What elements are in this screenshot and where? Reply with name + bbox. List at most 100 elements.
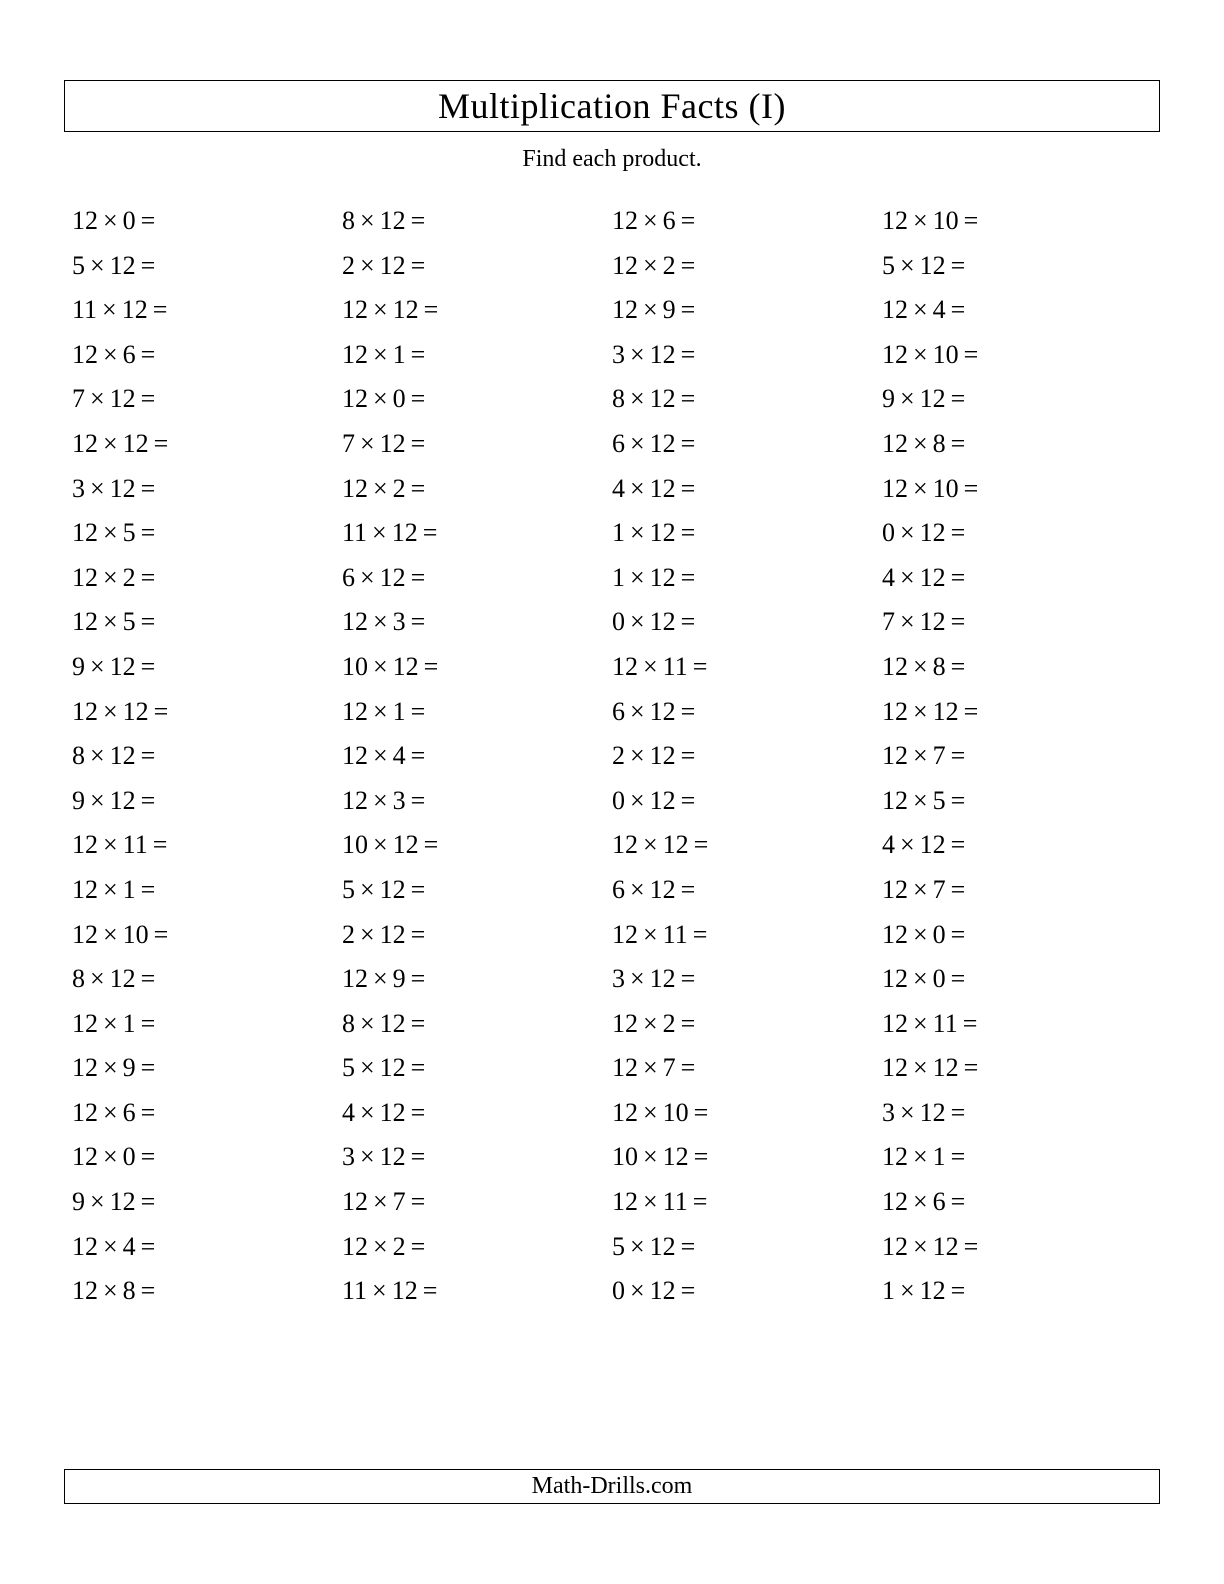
problem-item: 2×12= <box>612 734 882 779</box>
problem-item: 12×11= <box>72 823 342 868</box>
problem-item: 6×12= <box>342 556 612 601</box>
problem-item: 12×0= <box>72 199 342 244</box>
problem-item: 12×11= <box>612 645 882 690</box>
problem-item: 12×8= <box>882 645 1152 690</box>
problem-column-2: 8×12=2×12=12×12=12×1=12×0=7×12=12×2=11×1… <box>342 199 612 1314</box>
problem-item: 8×12= <box>72 734 342 779</box>
problem-item: 12×7= <box>342 1180 612 1225</box>
problem-item: 12×12= <box>882 690 1152 735</box>
problem-column-1: 12×0=5×12=11×12=12×6=7×12=12×12=3×12=12×… <box>72 199 342 1314</box>
problem-item: 12×5= <box>72 511 342 556</box>
problem-item: 12×11= <box>612 913 882 958</box>
problem-item: 12×11= <box>612 1180 882 1225</box>
problem-item: 7×12= <box>882 600 1152 645</box>
problem-item: 8×12= <box>342 199 612 244</box>
problem-item: 10×12= <box>342 823 612 868</box>
problem-item: 12×1= <box>342 690 612 735</box>
problem-item: 12×2= <box>342 467 612 512</box>
problem-item: 12×8= <box>882 422 1152 467</box>
problem-item: 12×12= <box>342 288 612 333</box>
problem-item: 4×12= <box>612 467 882 512</box>
problem-item: 11×12= <box>72 288 342 333</box>
problem-item: 5×12= <box>72 244 342 289</box>
problem-item: 12×7= <box>612 1046 882 1091</box>
problem-item: 3×12= <box>612 333 882 378</box>
problem-item: 0×12= <box>612 600 882 645</box>
problem-item: 12×10= <box>882 199 1152 244</box>
problem-item: 12×2= <box>612 1002 882 1047</box>
problem-item: 12×6= <box>882 1180 1152 1225</box>
problem-item: 2×12= <box>342 913 612 958</box>
problem-item: 9×12= <box>72 1180 342 1225</box>
problem-item: 7×12= <box>342 422 612 467</box>
problem-item: 10×12= <box>342 645 612 690</box>
problem-column-4: 12×10=5×12=12×4=12×10=9×12=12×8=12×10=0×… <box>882 199 1152 1314</box>
problem-item: 5×12= <box>342 1046 612 1091</box>
problem-item: 0×12= <box>612 779 882 824</box>
problem-item: 11×12= <box>342 1269 612 1314</box>
problem-item: 3×12= <box>882 1091 1152 1136</box>
problem-item: 12×2= <box>72 556 342 601</box>
problem-item: 12×10= <box>882 333 1152 378</box>
problem-item: 12×1= <box>342 333 612 378</box>
problem-item: 8×12= <box>612 377 882 422</box>
problem-item: 6×12= <box>612 422 882 467</box>
problem-item: 12×7= <box>882 868 1152 913</box>
problem-item: 8×12= <box>342 1002 612 1047</box>
problem-item: 4×12= <box>342 1091 612 1136</box>
instruction-text: Find each product. <box>60 146 1164 173</box>
problem-item: 12×0= <box>882 957 1152 1002</box>
problem-item: 3×12= <box>72 467 342 512</box>
problem-grid: 12×0=5×12=11×12=12×6=7×12=12×12=3×12=12×… <box>60 199 1164 1314</box>
page-title: Multiplication Facts (I) <box>65 85 1159 127</box>
problem-item: 12×11= <box>882 1002 1152 1047</box>
problem-item: 2×12= <box>342 244 612 289</box>
problem-item: 12×12= <box>72 690 342 735</box>
problem-item: 12×6= <box>72 333 342 378</box>
problem-item: 9×12= <box>72 645 342 690</box>
problem-item: 12×6= <box>72 1091 342 1136</box>
problem-item: 12×6= <box>612 199 882 244</box>
problem-item: 12×3= <box>342 600 612 645</box>
problem-item: 5×12= <box>342 868 612 913</box>
problem-item: 12×0= <box>882 913 1152 958</box>
problem-item: 12×7= <box>882 734 1152 779</box>
problem-item: 12×5= <box>882 779 1152 824</box>
problem-item: 7×12= <box>72 377 342 422</box>
problem-item: 12×12= <box>882 1046 1152 1091</box>
title-box: Multiplication Facts (I) <box>64 80 1160 132</box>
problem-item: 12×1= <box>72 1002 342 1047</box>
problem-item: 12×1= <box>882 1135 1152 1180</box>
problem-item: 12×1= <box>72 868 342 913</box>
footer-box: Math-Drills.com <box>64 1469 1160 1504</box>
problem-item: 12×8= <box>72 1269 342 1314</box>
problem-item: 0×12= <box>882 511 1152 556</box>
problem-item: 12×0= <box>72 1135 342 1180</box>
problem-item: 4×12= <box>882 823 1152 868</box>
problem-item: 1×12= <box>882 1269 1152 1314</box>
problem-item: 12×9= <box>612 288 882 333</box>
problem-item: 4×12= <box>882 556 1152 601</box>
problem-item: 6×12= <box>612 690 882 735</box>
problem-item: 3×12= <box>342 1135 612 1180</box>
problem-item: 9×12= <box>882 377 1152 422</box>
problem-item: 12×2= <box>342 1225 612 1270</box>
problem-item: 8×12= <box>72 957 342 1002</box>
problem-item: 6×12= <box>612 868 882 913</box>
problem-column-3: 12×6=12×2=12×9=3×12=8×12=6×12=4×12=1×12=… <box>612 199 882 1314</box>
problem-item: 12×9= <box>342 957 612 1002</box>
problem-item: 12×4= <box>342 734 612 779</box>
problem-item: 10×12= <box>612 1135 882 1180</box>
problem-item: 1×12= <box>612 556 882 601</box>
problem-item: 5×12= <box>882 244 1152 289</box>
problem-item: 11×12= <box>342 511 612 556</box>
problem-item: 12×12= <box>882 1225 1152 1270</box>
problem-item: 5×12= <box>612 1225 882 1270</box>
problem-item: 9×12= <box>72 779 342 824</box>
problem-item: 12×10= <box>612 1091 882 1136</box>
problem-item: 12×4= <box>882 288 1152 333</box>
problem-item: 12×12= <box>612 823 882 868</box>
problem-item: 1×12= <box>612 511 882 556</box>
problem-item: 12×9= <box>72 1046 342 1091</box>
problem-item: 12×12= <box>72 422 342 467</box>
